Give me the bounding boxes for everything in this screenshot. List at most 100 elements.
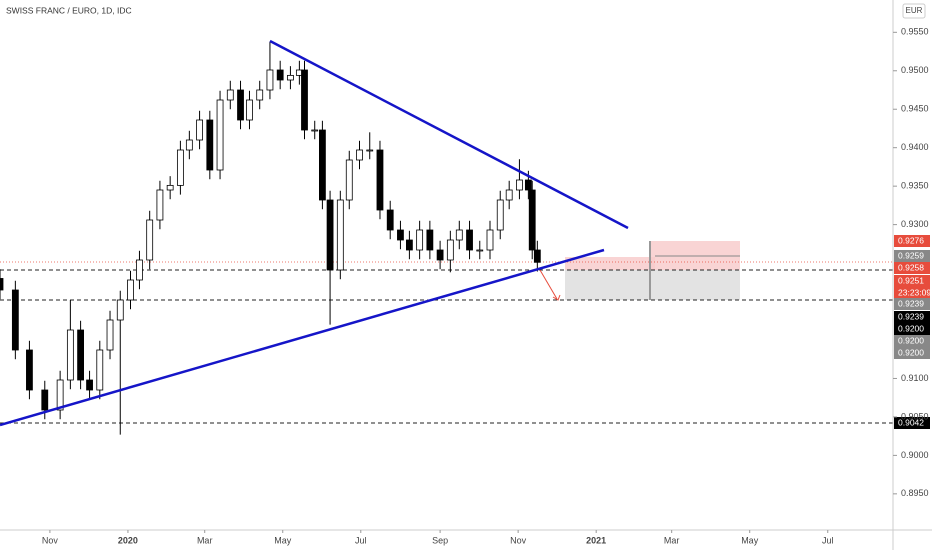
- price-label-box: [894, 335, 930, 347]
- candle-body: [266, 69, 274, 91]
- candle-body: [386, 209, 394, 231]
- candle-body: [301, 69, 308, 131]
- candle-body: [524, 179, 532, 191]
- y-tick-label: 0.9550: [901, 27, 929, 37]
- chart-title: SWISS FRANC / EURO, 1D, IDC: [6, 5, 132, 15]
- candle-body: [226, 89, 234, 101]
- x-tick-label: Jul: [822, 535, 834, 545]
- trendline: [0, 248, 605, 427]
- x-tick-label: Mar: [197, 535, 213, 545]
- candle-body: [0, 278, 4, 291]
- candle-body: [11, 289, 19, 351]
- candle-body: [397, 229, 404, 241]
- price-label-box: [894, 417, 930, 429]
- stop-zone: [565, 257, 655, 270]
- arrow-head: [552, 294, 561, 301]
- candle-body: [136, 259, 143, 281]
- price-label-box: [894, 298, 930, 310]
- candle-body: [326, 199, 334, 271]
- y-tick-label: 0.9350: [901, 181, 929, 191]
- candle-body: [287, 74, 294, 81]
- candle-body: [366, 149, 374, 152]
- candle-body: [146, 219, 154, 261]
- price-label: 0.9251: [898, 275, 924, 285]
- y-tick-label: 0.9450: [901, 104, 929, 114]
- candle-body: [336, 199, 344, 271]
- candle-body: [166, 184, 174, 191]
- y-tick-label: 0.9300: [901, 219, 929, 229]
- candle-body: [356, 149, 363, 161]
- price-label: 23:23:09: [898, 287, 931, 297]
- candle-body: [237, 89, 244, 121]
- x-tick-label: May: [741, 535, 759, 545]
- candle-body: [106, 319, 114, 351]
- candle-body: [246, 99, 253, 121]
- candle-body: [426, 229, 434, 251]
- projection-arrow: [539, 269, 558, 300]
- y-tick-label: 0.9400: [901, 142, 929, 152]
- candle-body: [26, 349, 33, 391]
- x-tick-label: May: [274, 535, 292, 545]
- currency-box: [902, 3, 926, 19]
- candle-body: [516, 179, 523, 191]
- candle-body: [206, 119, 214, 171]
- price-label-box: [894, 262, 930, 274]
- y-tick-label: 0.9050: [901, 411, 929, 421]
- candle-body: [345, 159, 353, 201]
- x-tick-label: Nov: [510, 535, 527, 545]
- y-tick-label: 0.9500: [901, 65, 929, 75]
- price-label-box: [894, 323, 930, 335]
- candle-body: [127, 279, 134, 301]
- candle-body: [185, 139, 193, 151]
- trendline: [269, 39, 629, 230]
- candle-body: [486, 229, 494, 251]
- candle-body: [116, 299, 124, 321]
- price-label-box: [894, 250, 930, 262]
- candle-body: [66, 329, 74, 381]
- candle-body: [528, 189, 536, 251]
- price-label-box: [894, 235, 930, 247]
- y-tick-label: 0.9100: [901, 373, 929, 383]
- target-zone: [565, 270, 740, 300]
- price-label-box: [894, 311, 930, 323]
- candle-body: [311, 129, 319, 132]
- candle-body: [476, 249, 484, 252]
- candle-body: [56, 379, 64, 411]
- x-tick-label: Mar: [664, 535, 680, 545]
- candle-body: [77, 329, 85, 381]
- candle-body: [436, 249, 444, 261]
- price-label: 0.9276: [898, 235, 924, 245]
- x-tick-label: 2020: [118, 535, 138, 545]
- candle-body: [319, 129, 326, 201]
- price-label-box: [894, 275, 930, 287]
- price-label-box: [894, 287, 930, 299]
- candle-body: [533, 249, 541, 263]
- candle-body: [196, 119, 203, 141]
- candle-body: [405, 239, 413, 251]
- y-tick-label: 0.9000: [901, 450, 929, 460]
- candle-body: [156, 189, 164, 221]
- price-label: 0.9259: [898, 250, 924, 260]
- price-label: 0.9200: [898, 323, 924, 333]
- candle-body: [505, 189, 513, 201]
- candle-body: [276, 69, 284, 81]
- x-tick-label: Sep: [432, 535, 448, 545]
- candle-body: [86, 379, 93, 391]
- candle-body: [41, 389, 49, 411]
- candle-body: [455, 229, 463, 241]
- x-tick-label: Jul: [355, 535, 367, 545]
- price-label: 0.9200: [898, 335, 924, 345]
- candle-body: [376, 149, 384, 211]
- candle-body: [466, 229, 473, 251]
- currency: EUR: [906, 6, 923, 15]
- price-label: 0.9258: [898, 262, 924, 272]
- candle-body: [256, 89, 264, 101]
- price-label: 0.9200: [898, 347, 924, 357]
- y-tick-label: 0.8950: [901, 488, 929, 498]
- price-label-box: [894, 347, 930, 359]
- price-label: 0.9239: [898, 311, 924, 321]
- x-tick-label: Nov: [42, 535, 59, 545]
- candle-body: [496, 199, 504, 231]
- candle-body: [176, 149, 184, 186]
